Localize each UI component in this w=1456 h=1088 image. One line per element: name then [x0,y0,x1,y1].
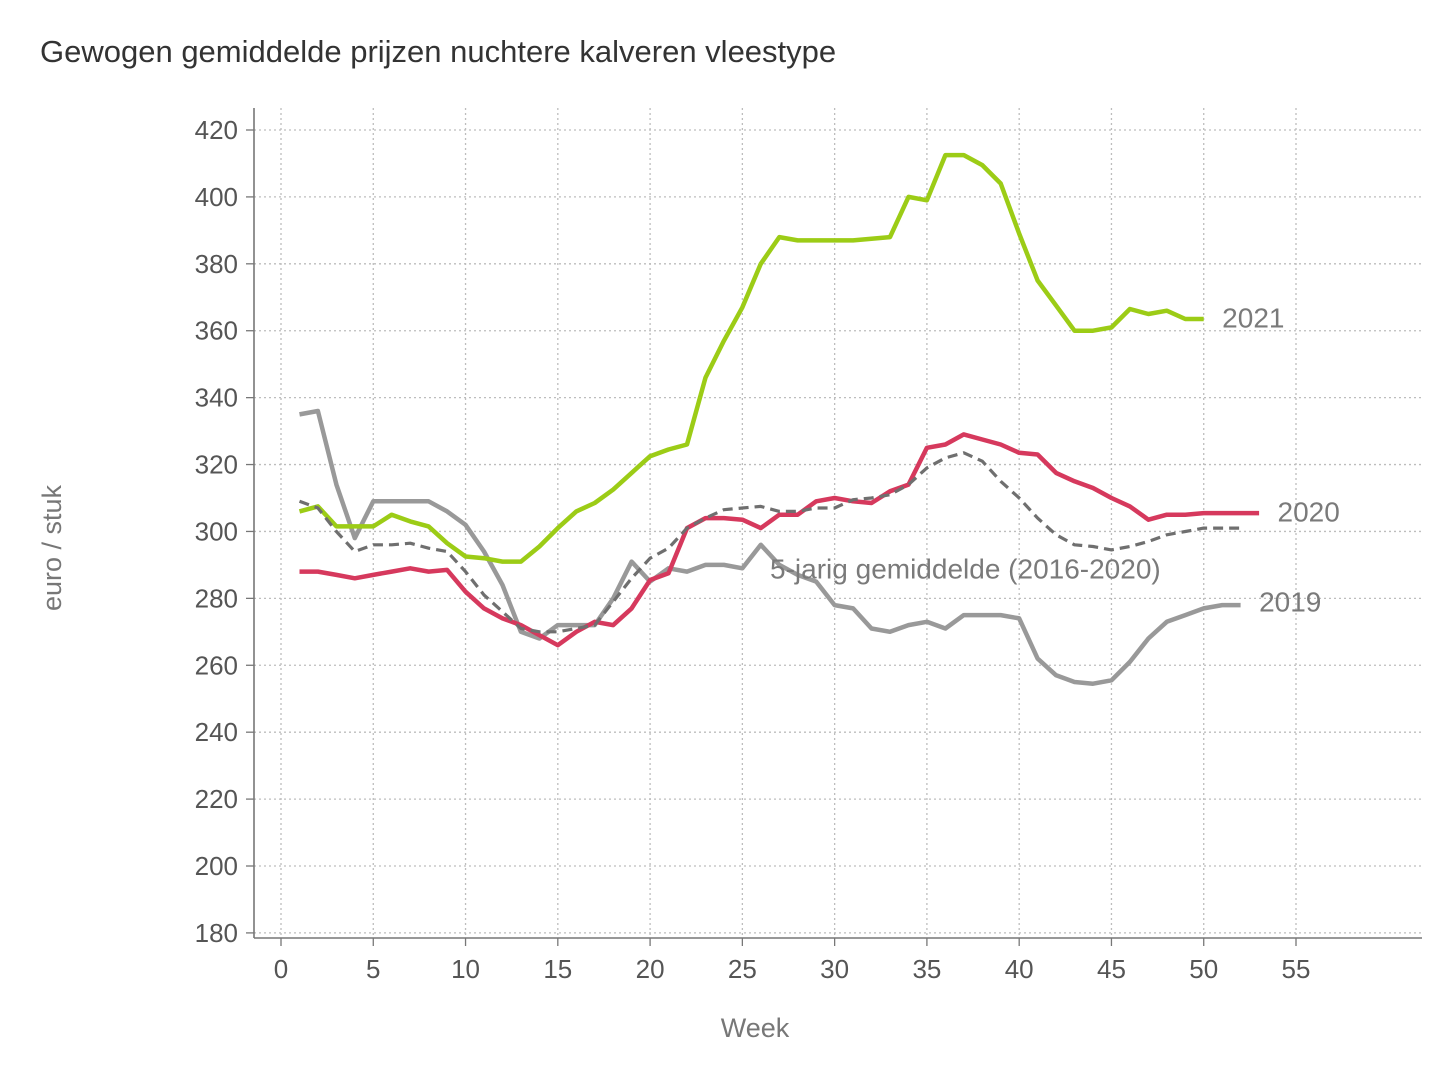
y-tick-label: 260 [195,650,238,680]
x-tick-label: 45 [1097,954,1126,984]
axes: 0 5 10 15 20 25 30 35 40 45 50 55 420 400 380 360 340 320… [195,108,1422,984]
y-tick-label: 380 [195,249,238,279]
series-label-2020: 2020 [1278,496,1340,527]
grid [254,108,1422,938]
chart-title: Gewogen gemiddelde prijzen nuchtere kalv… [40,34,837,69]
series-line-2021 [298,152,1204,564]
x-tick-label: 5 [366,954,380,984]
x-tick-label: 40 [1005,954,1034,984]
y-tick-label: 240 [195,717,238,747]
y-tick-label: 400 [195,182,238,212]
x-tick-label: 30 [820,954,849,984]
series-line-5-jarig-gemiddelde-2016-2020 [298,451,1241,634]
series-label-2021: 2021 [1222,302,1284,333]
x-tick-label: 50 [1189,954,1218,984]
y-tick-label: 280 [195,583,238,613]
y-tick-label: 340 [195,383,238,413]
y-axis-title: euro / stuk [37,484,67,611]
x-tick-label: 35 [912,954,941,984]
y-tick-label: 420 [195,115,238,145]
series-label-5-jarig-gemiddelde-2016-2020: 5-jarig gemiddelde (2016-2020) [770,553,1161,584]
x-tick-label: 15 [543,954,572,984]
series-labels: 2021 2020 2019 5-jarig gemiddelde (2016-202… [770,302,1340,617]
x-tick-label: 0 [274,954,288,984]
y-tick-label: 200 [195,851,238,881]
y-tick-label: 360 [195,316,238,346]
series-line-2020 [299,432,1260,648]
x-tick-label: 25 [728,954,757,984]
x-tick-label: 10 [451,954,480,984]
series-label-2019: 2019 [1259,587,1321,618]
y-tick-label: 220 [195,784,238,814]
x-tick-label: 20 [636,954,665,984]
series-line-2019 [299,408,1241,686]
series-lines [298,152,1260,686]
y-tick-label: 300 [195,516,238,546]
x-tick-label: 55 [1282,954,1311,984]
y-tick-label: 180 [195,918,238,948]
x-axis-title: Week [721,1013,790,1043]
y-tick-label: 320 [195,450,238,480]
